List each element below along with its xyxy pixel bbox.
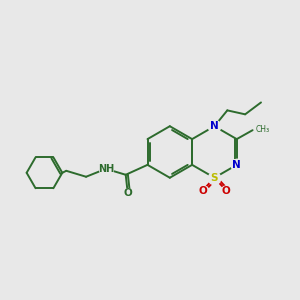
Text: N: N bbox=[210, 121, 219, 131]
Text: O: O bbox=[198, 186, 207, 196]
Text: O: O bbox=[123, 188, 132, 198]
Text: CH₃: CH₃ bbox=[256, 125, 270, 134]
Text: N: N bbox=[232, 160, 241, 170]
Text: O: O bbox=[222, 186, 231, 196]
Text: NH: NH bbox=[98, 164, 114, 174]
Text: S: S bbox=[211, 173, 218, 183]
